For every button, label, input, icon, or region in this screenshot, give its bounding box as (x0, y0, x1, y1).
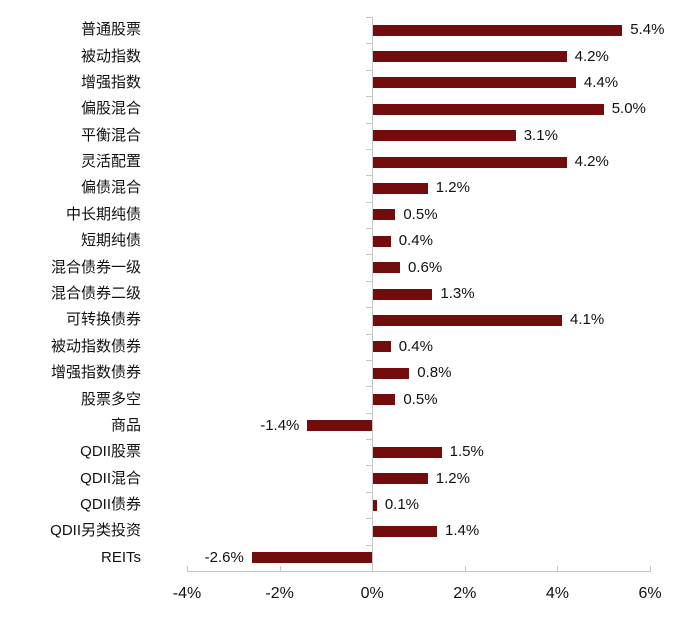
y-axis-tick (366, 307, 372, 308)
y-axis-tick (366, 254, 372, 255)
bar (372, 209, 396, 221)
x-tick-label: 2% (453, 585, 477, 602)
category-label: 普通股票 (80, 21, 141, 39)
x-tick-label: 6% (638, 585, 662, 602)
y-axis-line (372, 17, 373, 571)
value-label: 0.5% (403, 205, 438, 223)
category-label: 混合债券一级 (50, 258, 141, 276)
x-axis-tick (557, 566, 558, 571)
bar (372, 262, 400, 274)
category-label: QDII另类投资 (50, 522, 141, 540)
value-label: 4.4% (583, 73, 619, 91)
x-axis-tick (187, 566, 188, 571)
category-label: 商品 (110, 416, 141, 434)
bar (372, 288, 433, 300)
category-label: 股票多空 (80, 390, 141, 408)
y-axis-tick (366, 386, 372, 387)
bar (372, 499, 377, 511)
category-label: 灵活配置 (80, 153, 141, 171)
category-label: 混合债券二级 (50, 285, 141, 302)
x-axis-tick (280, 566, 281, 571)
y-axis-tick (366, 281, 372, 282)
value-label: 1.2% (435, 179, 470, 197)
bar (372, 525, 437, 537)
y-axis-tick (366, 228, 372, 229)
x-axis-line (187, 571, 651, 572)
y-axis-tick (366, 360, 372, 361)
category-label: 增强指数债券 (50, 364, 141, 382)
category-label: 短期纯债 (80, 232, 141, 250)
value-label: -1.4% (260, 416, 300, 434)
bar (372, 341, 391, 353)
bar (372, 367, 410, 379)
x-tick-label: -4% (172, 585, 202, 602)
x-tick-label: -2% (265, 585, 294, 602)
y-axis-tick (366, 123, 372, 124)
y-axis-tick (366, 96, 372, 97)
y-axis-tick (366, 545, 372, 546)
category-label: 偏股混合 (80, 100, 141, 118)
value-label: 4.2% (574, 47, 609, 65)
bar (372, 103, 604, 115)
y-axis-tick (366, 17, 372, 18)
value-label: 1.3% (440, 285, 475, 302)
category-label: QDII债券 (80, 496, 141, 514)
value-label: 1.2% (435, 469, 470, 487)
y-axis-tick (366, 439, 372, 440)
bar (372, 235, 391, 247)
bar (251, 552, 373, 564)
category-label: 被动指数 (80, 47, 141, 65)
value-label: 0.6% (407, 258, 443, 276)
category-label: REITs (100, 548, 141, 566)
y-axis-tick (366, 465, 372, 466)
y-axis-tick (366, 43, 372, 44)
value-label: 0.8% (417, 364, 452, 382)
category-label: 被动指数债券 (50, 337, 141, 355)
value-label: 4.1% (570, 311, 605, 329)
value-label: 0.5% (403, 390, 438, 408)
bar (372, 77, 576, 89)
value-label: 0.4% (398, 337, 433, 355)
bar (372, 394, 396, 406)
bar (372, 314, 563, 326)
y-axis-tick (366, 202, 372, 203)
bar (372, 156, 567, 168)
y-axis-tick (366, 175, 372, 176)
x-axis-tick (650, 566, 651, 571)
category-label: QDII股票 (80, 443, 141, 461)
value-label: 0.4% (398, 232, 433, 250)
bar (372, 182, 428, 194)
category-label: QDII混合 (80, 469, 141, 487)
y-axis-tick (366, 70, 372, 71)
value-label: 3.1% (523, 126, 558, 144)
category-label: 增强指数 (80, 73, 141, 91)
bar (372, 130, 516, 142)
y-axis-tick (366, 518, 372, 519)
bar (372, 446, 442, 458)
x-axis-tick (465, 566, 466, 571)
category-label: 可转换债券 (65, 311, 141, 329)
value-label: 1.5% (449, 443, 484, 461)
category-label: 偏债混合 (80, 179, 141, 197)
y-axis-tick (366, 334, 372, 335)
category-label: 中长期纯债 (65, 205, 141, 223)
value-label: 1.4% (445, 522, 480, 540)
value-label: 5.4% (630, 21, 665, 39)
y-axis-tick (366, 149, 372, 150)
x-axis-tick (372, 566, 373, 571)
bar (372, 473, 428, 485)
bar (307, 420, 373, 432)
x-tick-label: 0% (360, 585, 384, 602)
x-tick-label: 4% (545, 585, 569, 602)
category-label: 平衡混合 (80, 126, 141, 144)
y-axis-tick (366, 413, 372, 414)
value-label: 4.2% (574, 153, 609, 171)
y-axis-tick (366, 492, 372, 493)
value-label: -2.6% (204, 548, 244, 566)
value-label: 5.0% (611, 100, 646, 118)
bar (372, 51, 567, 63)
bar (372, 24, 623, 36)
value-label: 0.1% (384, 496, 420, 514)
